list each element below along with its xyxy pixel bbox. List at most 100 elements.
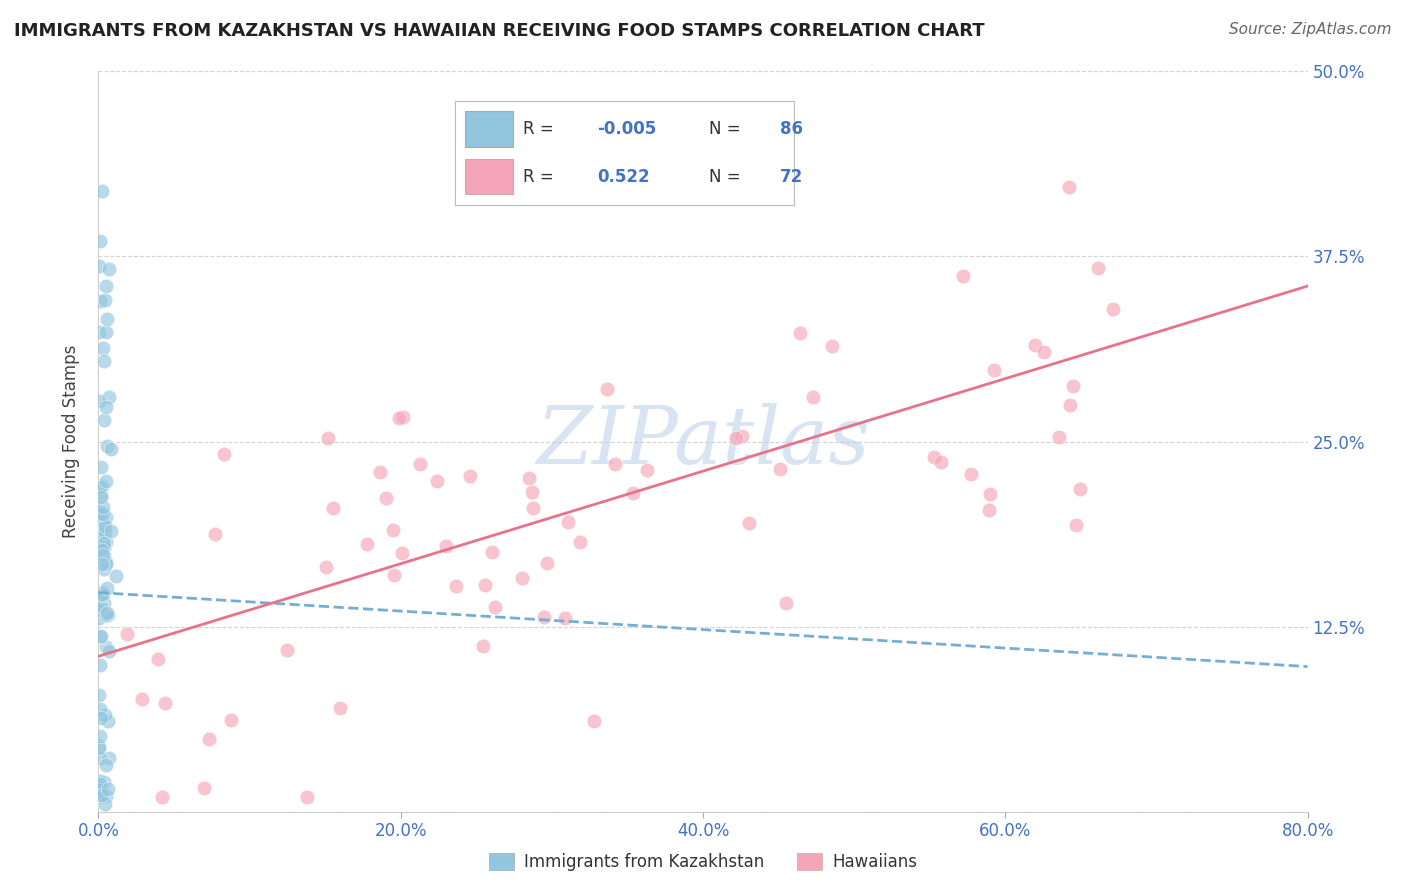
Y-axis label: Receiving Food Stamps: Receiving Food Stamps bbox=[62, 345, 80, 538]
Point bbox=[94, 640, 117, 655]
Point bbox=[193, 781, 215, 796]
Point bbox=[94, 708, 117, 723]
Point bbox=[977, 502, 1000, 516]
Point bbox=[90, 629, 112, 643]
Point bbox=[484, 599, 506, 614]
Point bbox=[522, 500, 544, 515]
Point bbox=[90, 711, 112, 725]
Point bbox=[93, 539, 115, 553]
Point bbox=[89, 702, 111, 716]
Point bbox=[568, 535, 591, 549]
Point bbox=[93, 519, 115, 533]
Point bbox=[93, 548, 115, 562]
Point bbox=[94, 607, 117, 622]
Point bbox=[801, 390, 824, 404]
Point bbox=[444, 579, 467, 593]
Point bbox=[93, 535, 115, 549]
Point bbox=[90, 490, 112, 504]
Point bbox=[1064, 518, 1087, 533]
Point bbox=[388, 410, 411, 425]
Point bbox=[115, 627, 138, 641]
Point bbox=[89, 783, 111, 797]
Point bbox=[219, 713, 242, 727]
Point bbox=[146, 652, 169, 666]
Point bbox=[91, 557, 114, 571]
Point bbox=[408, 457, 430, 471]
Point bbox=[89, 688, 111, 702]
Text: IMMIGRANTS FROM KAZAKHSTAN VS HAWAIIAN RECEIVING FOOD STAMPS CORRELATION CHART: IMMIGRANTS FROM KAZAKHSTAN VS HAWAIIAN R… bbox=[14, 22, 984, 40]
Point bbox=[381, 523, 404, 537]
Point bbox=[472, 639, 495, 653]
Point bbox=[1024, 338, 1046, 352]
Point bbox=[775, 597, 797, 611]
Point bbox=[89, 235, 111, 249]
Text: ZIPatlas: ZIPatlas bbox=[536, 403, 870, 480]
Point bbox=[91, 341, 114, 355]
Point bbox=[391, 546, 413, 560]
Point bbox=[596, 382, 619, 396]
Point bbox=[89, 774, 111, 789]
Point bbox=[1069, 482, 1091, 496]
Point bbox=[557, 515, 579, 529]
Point bbox=[725, 430, 748, 444]
Point bbox=[89, 603, 111, 617]
Point bbox=[90, 523, 112, 537]
Point bbox=[983, 363, 1005, 377]
Point bbox=[533, 609, 555, 624]
Point bbox=[1102, 301, 1125, 316]
Point bbox=[90, 488, 112, 502]
Point bbox=[89, 630, 111, 644]
Point bbox=[536, 556, 558, 570]
Point bbox=[93, 562, 115, 576]
Point bbox=[90, 479, 112, 493]
Point bbox=[769, 462, 792, 476]
Point bbox=[636, 463, 658, 477]
Point bbox=[1087, 261, 1109, 276]
Point bbox=[150, 789, 173, 804]
Point bbox=[517, 471, 540, 485]
Point bbox=[94, 279, 117, 293]
Point bbox=[94, 325, 117, 339]
Point bbox=[97, 714, 120, 729]
Point bbox=[89, 507, 111, 521]
Point bbox=[97, 782, 120, 797]
Point bbox=[89, 259, 111, 273]
Point bbox=[929, 455, 952, 469]
Point bbox=[89, 325, 111, 339]
Point bbox=[356, 537, 378, 551]
Point bbox=[93, 596, 115, 610]
Point bbox=[153, 696, 176, 710]
Point bbox=[91, 507, 114, 521]
Point bbox=[91, 516, 114, 531]
Point bbox=[329, 701, 352, 715]
Point bbox=[105, 569, 128, 583]
Point bbox=[94, 400, 117, 414]
Point bbox=[89, 611, 111, 625]
Point bbox=[214, 447, 236, 461]
Point bbox=[89, 740, 111, 755]
Text: Source: ZipAtlas.com: Source: ZipAtlas.com bbox=[1229, 22, 1392, 37]
Point bbox=[94, 293, 117, 307]
Point bbox=[91, 788, 114, 802]
Point bbox=[1032, 345, 1054, 359]
Point bbox=[738, 516, 761, 531]
Point bbox=[93, 549, 115, 564]
Point bbox=[1057, 180, 1080, 194]
Point bbox=[89, 739, 111, 753]
Point bbox=[96, 312, 118, 326]
Point bbox=[621, 486, 644, 500]
Point bbox=[583, 714, 606, 728]
Point bbox=[96, 789, 118, 803]
Point bbox=[98, 750, 121, 764]
Point bbox=[93, 797, 115, 811]
Point bbox=[1059, 398, 1081, 412]
Point bbox=[96, 606, 118, 620]
Point bbox=[91, 500, 114, 514]
Point bbox=[89, 504, 111, 518]
Point bbox=[90, 460, 112, 475]
Point bbox=[474, 578, 496, 592]
Point bbox=[90, 789, 112, 803]
Point bbox=[382, 568, 405, 582]
Point bbox=[434, 540, 457, 554]
Point bbox=[91, 587, 114, 601]
